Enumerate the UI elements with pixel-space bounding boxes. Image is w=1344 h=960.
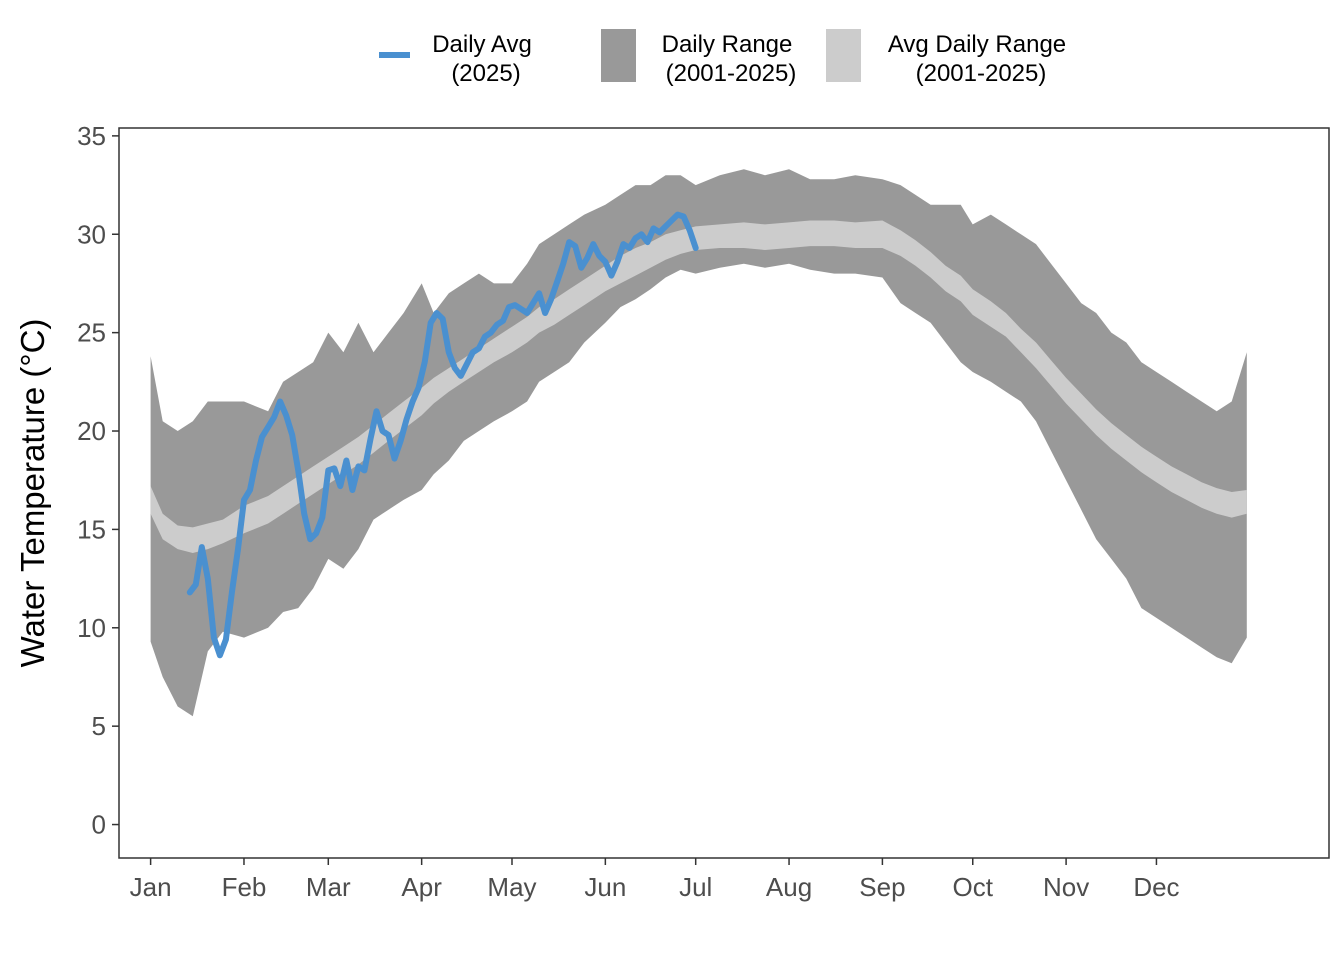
legend-label-line2: (2001-2025) [916,60,1047,87]
avg-daily-range-area [150,220,1247,553]
legend-label-line1: Daily Range [662,31,793,58]
x-tick-label: Feb [222,872,267,902]
x-tick-label: Jun [584,872,626,902]
x-tick-label: Apr [401,872,442,902]
x-tick-label: Oct [953,872,994,902]
plot-area [150,169,1247,717]
legend-box-swatch [601,29,636,82]
y-tick-label: 10 [77,613,106,643]
daily-range-band [150,169,1247,717]
legend-label-line2: (2025) [451,60,520,87]
legend: Daily Avg(2025)Daily Range(2001-2025)Avg… [377,28,1066,87]
y-tick-label: 15 [77,514,106,544]
legend-item-range: Daily Range(2001-2025) [601,29,796,87]
daily-avg-2025-series [186,211,699,659]
y-tick-label: 30 [77,219,106,249]
x-tick-label: Jul [679,872,712,902]
daily-avg-2025-line [186,211,699,659]
x-tick-label: Aug [766,872,812,902]
y-axis: 0 5 10 15 20 25 30 35 [77,121,119,840]
x-tick-label: Sep [859,872,905,902]
y-tick-label: 5 [92,711,106,741]
legend-label-line1: Avg Daily Range [888,31,1066,58]
x-tick-label: Jan [130,872,172,902]
y-tick-label: 0 [92,810,106,840]
y-axis-title: Water Temperature (°C) [14,319,51,668]
panel-border [118,127,1330,859]
legend-label-line2: (2001-2025) [666,60,797,87]
legend-item-avgrange: Avg Daily Range(2001-2025) [826,29,1066,87]
legend-label-line1: Daily Avg [432,31,532,58]
y-tick-label: 25 [77,318,106,348]
y-tick-label: 20 [77,416,106,446]
daily-range-area [150,169,1247,717]
x-tick-label: Nov [1043,872,1089,902]
x-axis: Jan Feb Mar Apr May Jun Jul Aug Sep Oct Nov Dec [130,858,1180,902]
x-tick-label: May [487,872,536,902]
x-tick-label: Mar [306,872,351,902]
legend-item-avg2025: Daily Avg(2025) [377,28,532,87]
avg-daily-range-band [150,220,1247,553]
y-tick-label: 35 [77,121,106,151]
x-tick-label: Dec [1133,872,1179,902]
legend-box-swatch [826,29,861,82]
